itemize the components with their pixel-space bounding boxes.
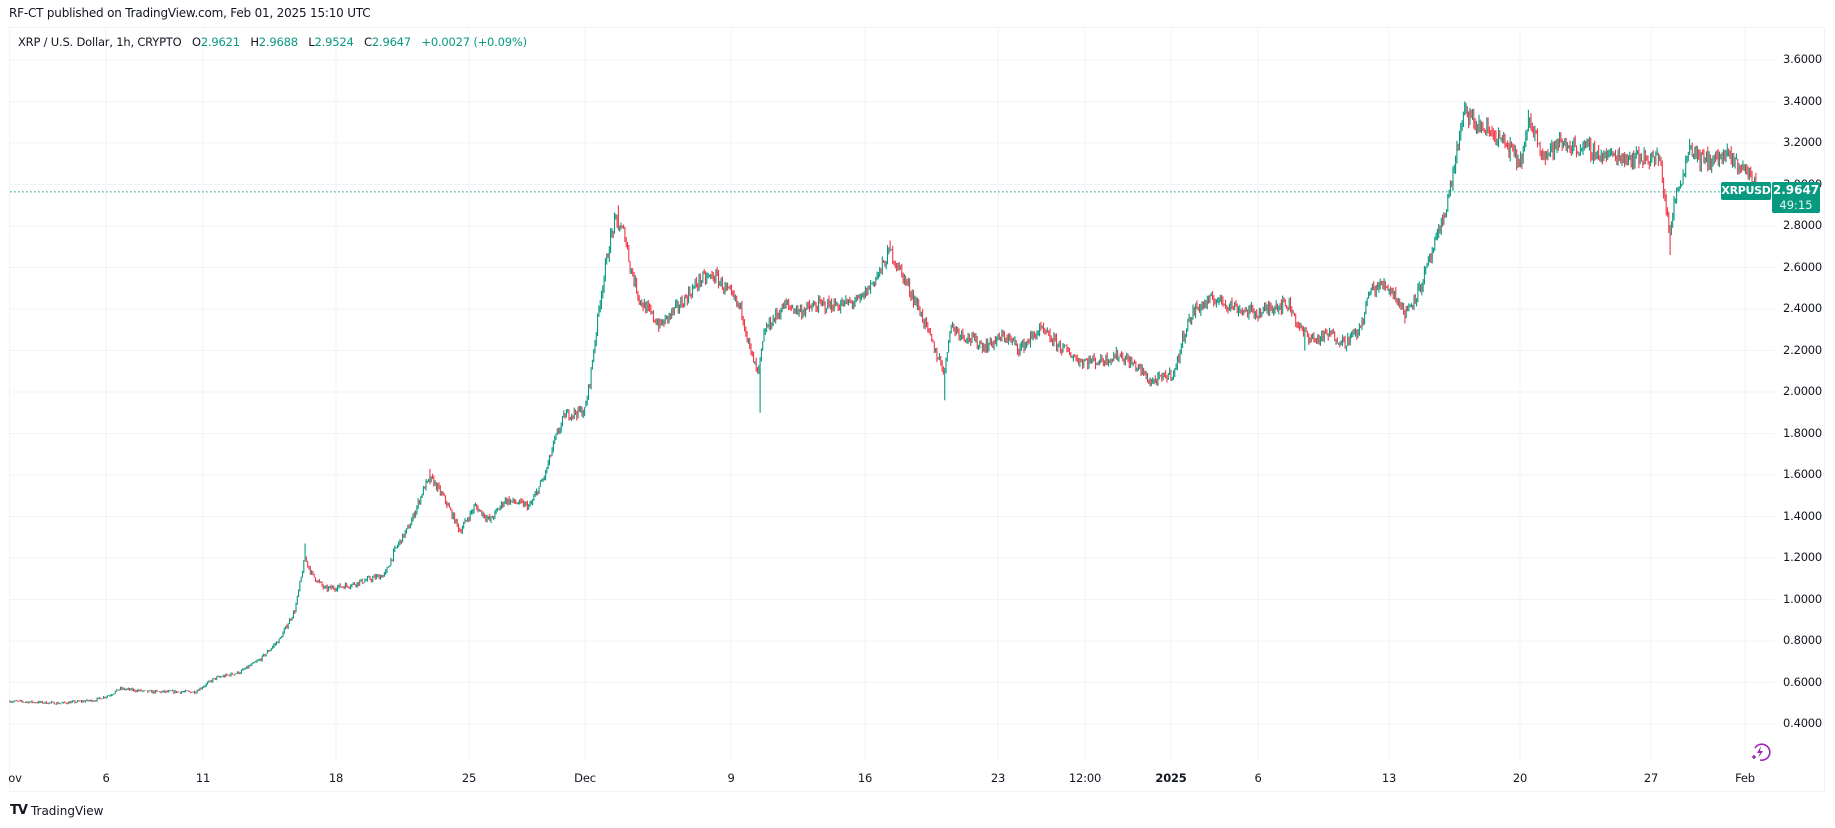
low-label: L bbox=[308, 35, 315, 49]
close-label: C bbox=[364, 35, 372, 49]
published-caption: RF-CT published on TradingView.com, Feb … bbox=[9, 6, 371, 20]
time-tick-label: 18 bbox=[328, 771, 344, 785]
price-tick-label: 1.6000 bbox=[1783, 467, 1823, 481]
time-tick-label: 20 bbox=[1512, 771, 1528, 785]
price-tick-label: 1.0000 bbox=[1783, 591, 1823, 606]
price-tick-label: 2.8000 bbox=[1783, 218, 1823, 232]
time-tick-label: Dec bbox=[574, 771, 596, 785]
lightning-refresh-icon[interactable] bbox=[1748, 740, 1772, 768]
time-tick-label: Feb bbox=[1735, 771, 1755, 785]
price-tick-label: 1.4000 bbox=[1783, 508, 1823, 523]
price-tick-label: 3.4000 bbox=[1783, 93, 1823, 108]
time-tick-label: ov bbox=[8, 771, 22, 785]
tradingview-logo-icon: TV bbox=[10, 803, 28, 818]
high-value: 2.9688 bbox=[258, 35, 298, 49]
price-tick-label: 2.2000 bbox=[1783, 342, 1823, 357]
open-value: 2.9621 bbox=[200, 35, 240, 49]
time-tick-label: 11 bbox=[195, 771, 211, 785]
time-tick-label: 25 bbox=[461, 771, 477, 785]
price-tick-label: 0.8000 bbox=[1783, 633, 1823, 647]
high-label: H bbox=[250, 35, 259, 49]
bar-countdown: 49:15 bbox=[1779, 198, 1813, 212]
symbol-title: XRP / U.S. Dollar, 1h, CRYPTO bbox=[18, 35, 182, 49]
time-tick-label: 13 bbox=[1381, 771, 1397, 785]
tradingview-brand: TradingView bbox=[30, 803, 104, 818]
time-tick-label: 6 bbox=[1254, 771, 1262, 785]
chart-frame bbox=[9, 27, 1825, 792]
time-tick-label: 6 bbox=[102, 771, 110, 785]
ohlc-legend: XRP / U.S. Dollar, 1h, CRYPTO O2.9621 H2… bbox=[18, 35, 527, 49]
open-label: O bbox=[191, 35, 201, 49]
price-tick-label: 3.6000 bbox=[1783, 52, 1823, 66]
time-tick-label: 27 bbox=[1643, 771, 1659, 785]
price-tick-label: 1.2000 bbox=[1783, 550, 1823, 564]
price-tick-label: 0.6000 bbox=[1783, 674, 1823, 689]
last-price-value: 2.9647 bbox=[1772, 183, 1820, 197]
time-tick-label: 12:00 bbox=[1068, 771, 1102, 785]
price-tick-label: 0.4000 bbox=[1783, 716, 1823, 730]
close-value: 2.9647 bbox=[371, 35, 411, 49]
time-tick-label: 9 bbox=[727, 771, 735, 785]
price-tick-label: 1.8000 bbox=[1783, 425, 1823, 440]
price-tick-label: 2.0000 bbox=[1783, 384, 1823, 398]
price-tick-label: 2.4000 bbox=[1783, 301, 1823, 315]
time-tick-label: 23 bbox=[990, 771, 1006, 785]
tradingview-watermark[interactable]: TV TradingView bbox=[10, 803, 103, 818]
change-value: +0.0027 (+0.09%) bbox=[421, 35, 527, 49]
symbol-price-tag: XRPUSD bbox=[1721, 182, 1771, 200]
low-value: 2.9524 bbox=[314, 35, 354, 49]
last-price-label: 2.9647 49:15 bbox=[1772, 182, 1820, 213]
price-tick-label: 2.6000 bbox=[1783, 259, 1823, 274]
time-tick-label: 2025 bbox=[1155, 771, 1187, 785]
price-tick-label: 3.2000 bbox=[1783, 135, 1823, 149]
time-tick-label: 16 bbox=[857, 771, 873, 785]
